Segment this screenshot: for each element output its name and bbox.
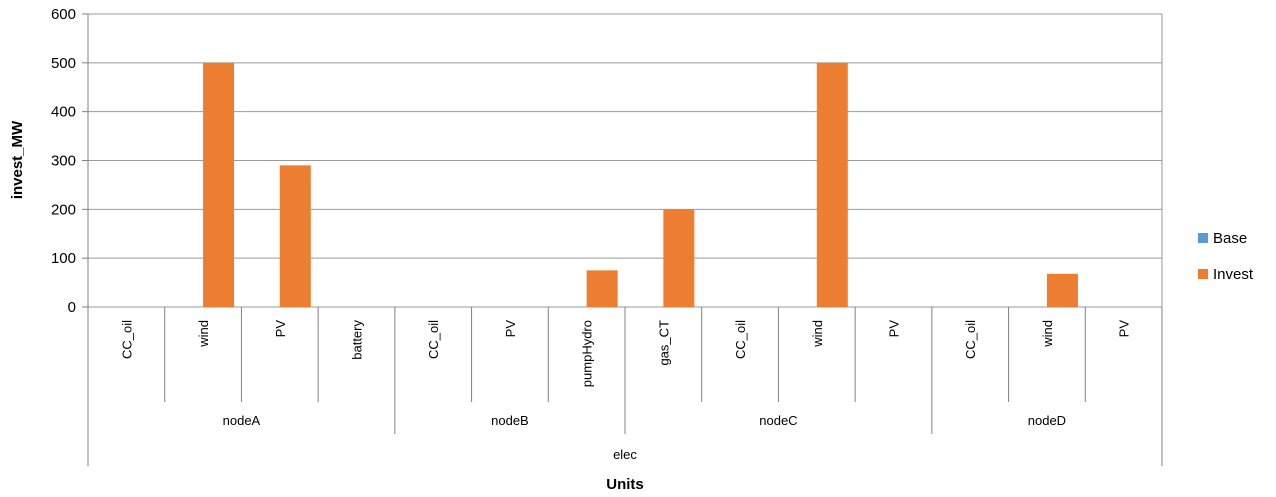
y-tick-label: 400: [51, 104, 76, 121]
outer-group-label: elec: [613, 447, 637, 462]
x-category-label: pumpHydro: [580, 320, 595, 387]
y-tick-label: 100: [51, 250, 76, 267]
axes: [82, 13, 1163, 466]
y-tick-label: 600: [51, 6, 76, 23]
y-tick-label: 500: [51, 55, 76, 72]
legend-label-invest: Invest: [1213, 266, 1254, 283]
legend-swatch-base: [1198, 233, 1208, 243]
x-category-label: wind: [810, 320, 825, 348]
x-category-label: battery: [350, 320, 365, 360]
x-category-labels: CC_oil wind PV battery CC_oil PV pumpHydro gas_…: [119, 320, 1131, 388]
bar-invest-gas_CT: [663, 209, 695, 307]
legend-item-base: Base: [1198, 230, 1247, 247]
x-category-label: PV: [887, 320, 902, 338]
x-category-label: PV: [1117, 320, 1132, 338]
node-group-label: nodeD: [1028, 413, 1066, 428]
node-group-label: nodeC: [759, 413, 797, 428]
x-category-label: CC_oil: [119, 320, 134, 359]
x-category-label: CC_oil: [426, 320, 441, 359]
y-tick-labels: 0 100 200 300 400 500 600: [51, 6, 76, 316]
bar-invest-wind: [816, 62, 848, 308]
bar-invest-PV: [279, 165, 311, 307]
bar-invest-wind: [203, 62, 235, 308]
legend-item-invest: Invest: [1198, 266, 1254, 283]
bar-invest-pumpHydro: [586, 270, 618, 307]
x-category-label: CC_oil: [963, 320, 978, 359]
y-axis-label: invest_MW: [9, 120, 26, 199]
x-category-label: PV: [273, 320, 288, 338]
bars: [203, 62, 1078, 308]
legend: Base Invest: [1198, 230, 1254, 283]
gridlines: [88, 13, 1162, 308]
y-tick-label: 200: [51, 201, 76, 218]
x-category-label: wind: [1040, 320, 1055, 348]
x-category-label: gas_CT: [656, 320, 671, 366]
legend-label-base: Base: [1213, 230, 1247, 247]
node-group-label: nodeB: [491, 413, 529, 428]
x-category-label: PV: [503, 320, 518, 338]
x-category-label: CC_oil: [733, 320, 748, 359]
bar-invest-wind: [1046, 273, 1078, 307]
y-tick-label: 0: [68, 299, 76, 316]
x-axis-label: Units: [606, 476, 644, 493]
node-group-label: nodeA: [223, 413, 261, 428]
y-tick-label: 300: [51, 153, 76, 170]
x-category-label: wind: [196, 320, 211, 348]
x-group-labels: nodeA nodeB nodeC nodeD elec: [223, 413, 1066, 462]
legend-swatch-invest: [1198, 269, 1208, 279]
